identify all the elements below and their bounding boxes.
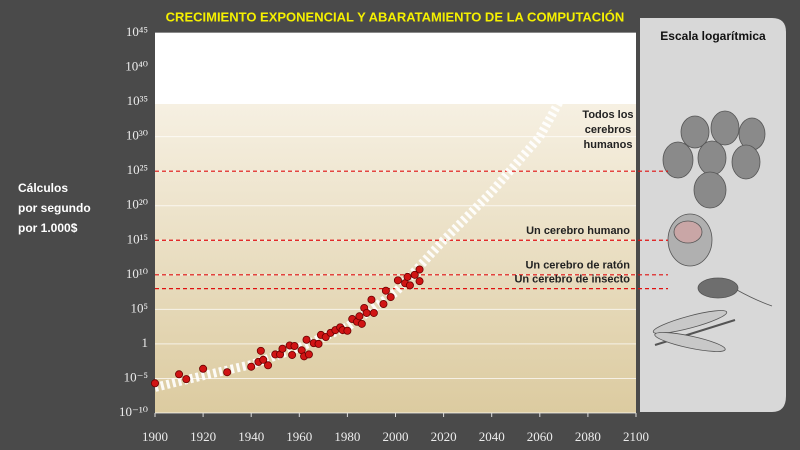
x-tick-label: 2000 [383,429,409,444]
reference-label: cerebros [585,124,631,136]
data-point [259,355,268,364]
data-point [304,350,313,359]
data-point [381,286,390,295]
y-axis-label: por 1.000$ [18,221,78,235]
data-point [314,339,323,348]
y-tick-label: 10⁻⁵ [124,369,148,384]
data-point [256,346,265,355]
data-point [247,362,256,371]
data-point [369,308,378,317]
y-tick-label: 10⁻¹⁰ [119,404,148,419]
y-axis-label: por segundo [18,201,91,215]
data-point [343,326,352,335]
chart-title: CRECIMIENTO EXPONENCIAL Y ABARATAMIENTO … [166,9,625,24]
data-point [223,368,232,377]
y-tick-label: 10¹⁰ [126,266,148,281]
data-point [410,270,419,279]
x-tick-label: 1960 [286,429,312,444]
x-tick-label: 1940 [238,429,264,444]
reference-label: Un cerebro de ratón [525,260,630,272]
y-tick-label: 10⁴⁵ [126,24,148,39]
data-point [393,276,402,285]
side-panel [640,18,786,412]
brain-icons [652,110,773,352]
data-point [357,319,366,328]
y-tick-label: 10⁵ [130,300,148,315]
data-point [367,295,376,304]
data-point [302,335,311,344]
y-tick-label: 1 [142,335,149,350]
reference-label: Todos los [582,109,633,121]
y-tick-label: 10¹⁵ [127,231,148,246]
reference-label: Un cerebro humano [526,225,630,237]
x-tick-label: 2080 [575,429,601,444]
reference-label: Un cerebro de insecto [514,274,630,286]
data-point [175,370,184,379]
data-point [355,312,364,321]
y-tick-label: 10⁴⁰ [125,59,148,74]
data-point [290,341,299,350]
reference-label: humanos [584,139,633,151]
data-point [182,375,191,384]
data-point [264,361,273,370]
x-tick-label: 1900 [142,429,168,444]
panel-title: Escala logarítmica [660,29,766,43]
data-point [405,281,414,290]
y-tick-label: 10³⁵ [127,93,148,108]
data-point [403,272,412,281]
data-point [386,293,395,302]
plot-top [155,33,636,104]
data-point [379,299,388,308]
data-point [362,308,371,317]
plot-area [155,104,636,413]
data-point [199,364,208,373]
x-tick-label: 2060 [527,429,553,444]
y-axis-label: Cálculos [18,181,68,195]
data-point [288,350,297,359]
x-tick-label: 1980 [334,429,360,444]
data-point [150,379,159,388]
x-tick-label: 1920 [190,429,216,444]
y-tick-label: 10²⁰ [126,197,148,212]
y-tick-label: 10³⁰ [126,128,148,143]
data-point [278,344,287,353]
y-tick-label: 10²⁵ [127,162,148,177]
x-tick-label: 2040 [479,429,505,444]
x-tick-label: 2020 [431,429,457,444]
data-point [415,277,424,286]
x-tick-label: 2100 [623,429,649,444]
data-point [415,265,424,274]
